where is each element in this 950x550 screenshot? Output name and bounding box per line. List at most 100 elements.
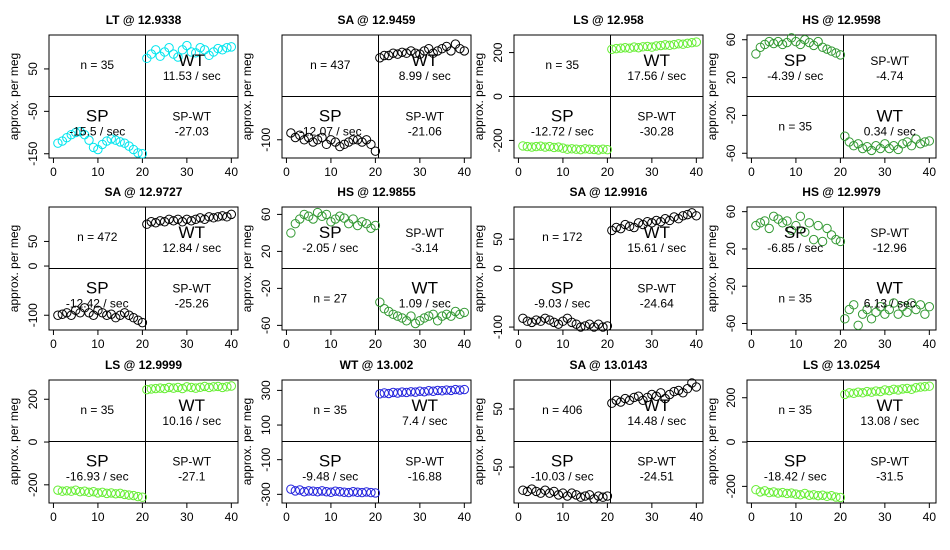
x-tick-label: 10 [324, 165, 338, 179]
quadrant-label: SP-WT [637, 454, 676, 468]
x-tick-label: 40 [225, 337, 239, 351]
sample-count: n = 35 [80, 58, 114, 72]
point [84, 308, 94, 318]
quadrant-value: -31.5 [876, 469, 904, 483]
point [760, 486, 770, 496]
point [182, 40, 192, 51]
point [366, 139, 376, 150]
point [102, 310, 112, 320]
point [849, 300, 859, 310]
point [330, 486, 341, 496]
point [137, 149, 148, 159]
x-tick-label: 20 [369, 337, 383, 351]
point [817, 236, 828, 247]
point [75, 486, 85, 497]
point [66, 486, 76, 496]
point [669, 39, 679, 50]
point [79, 486, 90, 496]
panel-title: SA @ 12.9459 [338, 13, 416, 27]
point [544, 488, 555, 498]
point [920, 309, 930, 319]
x-tick-label: 40 [690, 510, 704, 524]
point [567, 144, 577, 154]
point [531, 141, 541, 152]
point [450, 39, 461, 49]
point [911, 383, 921, 393]
point [800, 227, 810, 237]
quadrant-label: WT [179, 51, 205, 70]
x-tick-label: 10 [556, 165, 570, 179]
point [611, 43, 621, 54]
point [155, 383, 165, 393]
quadrant-value: 14.48 / sec [627, 414, 686, 428]
point [691, 37, 702, 47]
point [455, 43, 465, 54]
point [128, 490, 139, 501]
y-tick-label: 20 [724, 242, 738, 256]
point [673, 39, 684, 49]
y-axis-label: approx. per meg [240, 225, 254, 312]
point [379, 50, 389, 61]
point [437, 386, 447, 396]
point [217, 45, 228, 55]
point [208, 213, 219, 223]
point [441, 385, 452, 395]
point [357, 217, 367, 227]
point [835, 492, 846, 503]
quadrant-value: 12.84 / sec [162, 241, 221, 255]
point [664, 40, 675, 51]
panel-title: LS @ 12.9999 [105, 358, 182, 372]
point [344, 218, 354, 229]
point [299, 135, 309, 145]
point [611, 222, 621, 233]
point [755, 487, 766, 497]
point [326, 487, 336, 497]
point [647, 218, 657, 228]
point [518, 485, 528, 495]
point [159, 383, 170, 394]
y-tick-label: 0 [491, 265, 505, 272]
point [822, 223, 832, 234]
point [535, 141, 546, 151]
point [682, 38, 693, 49]
point [853, 320, 863, 331]
quadrant-value: -9.48 / sec [302, 469, 358, 483]
point [370, 146, 381, 156]
quadrant-value: 7.4 / sec [402, 414, 447, 428]
quadrant-value: -12.07 / sec [299, 124, 362, 138]
point [397, 47, 407, 58]
quadrant-label: SP [319, 223, 342, 242]
point [97, 487, 108, 498]
y-axis-label: approx. per meg [705, 398, 719, 485]
quadrant-value: -18.42 / sec [764, 469, 827, 483]
point [906, 298, 917, 308]
quadrant-value: -15.5 / sec [69, 124, 125, 138]
point [764, 223, 774, 234]
x-tick-label: 40 [923, 510, 937, 524]
point [392, 311, 403, 321]
point [370, 220, 381, 231]
point [384, 50, 394, 61]
point [70, 305, 81, 316]
point [795, 211, 806, 222]
point [682, 209, 693, 220]
x-tick-label: 20 [369, 510, 383, 524]
x-tick-label: 30 [413, 510, 427, 524]
point [884, 304, 895, 315]
x-tick-label: 40 [923, 165, 937, 179]
point [164, 43, 174, 53]
point [142, 384, 152, 395]
y-tick-label: 50 [26, 62, 40, 76]
quadrant-label: SP [86, 107, 109, 126]
y-tick-label: 200 [26, 389, 40, 409]
point [831, 48, 841, 58]
point [106, 488, 116, 498]
point [133, 315, 143, 325]
point [428, 48, 438, 58]
point [446, 46, 456, 56]
point [822, 44, 832, 54]
x-tick-label: 10 [789, 510, 803, 524]
x-tick-label: 30 [878, 337, 892, 351]
point [204, 382, 214, 393]
point [339, 487, 349, 497]
